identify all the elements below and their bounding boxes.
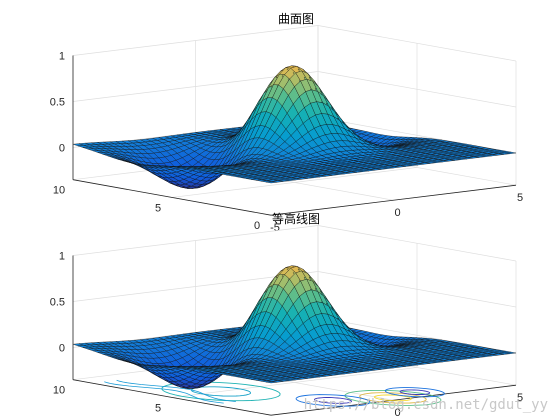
chart-title: 曲面图 bbox=[278, 12, 314, 26]
y-tick-label: 5 bbox=[155, 202, 161, 214]
z-tick-label: 1 bbox=[59, 51, 65, 63]
x-tick-label: 0 bbox=[394, 207, 400, 219]
z-tick-label: 0 bbox=[59, 143, 65, 155]
x-tick-label: -5 bbox=[270, 222, 280, 234]
y-tick-label: 10 bbox=[53, 385, 65, 397]
surface bbox=[72, 265, 517, 389]
chart-title: 等高线图 bbox=[272, 211, 320, 226]
contour-ring bbox=[399, 389, 431, 395]
contour-ring bbox=[344, 389, 442, 406]
contour-ring bbox=[191, 386, 251, 397]
contour-line bbox=[104, 381, 224, 404]
x-axis-line bbox=[270, 384, 517, 416]
y-tick-label: 0 bbox=[254, 220, 260, 232]
y-axis-line bbox=[72, 179, 272, 216]
contour-ring bbox=[374, 394, 412, 402]
contour-ring bbox=[359, 392, 427, 404]
y-tick-label: 5 bbox=[155, 402, 161, 414]
z-tick-label: 0.5 bbox=[50, 97, 65, 109]
watermark: https://blog.csdn.net/gdut_yy bbox=[304, 397, 548, 413]
contour-ring bbox=[295, 394, 371, 407]
x-tick-label: 5 bbox=[517, 192, 523, 204]
z-tick-label: 1 bbox=[59, 251, 65, 263]
contour-ring bbox=[314, 397, 352, 404]
y-axis-line bbox=[72, 379, 272, 416]
chart-panel-1: -5 0 5 0 5 10 0 0.5 1 曲面图 bbox=[50, 12, 523, 234]
x-axis-line bbox=[270, 184, 517, 216]
contour-line bbox=[116, 379, 236, 402]
tick-labels: -5 0 5 0 5 10 0 0.5 1 bbox=[50, 51, 523, 235]
surface-patch bbox=[504, 151, 517, 154]
z-tick-label: 0 bbox=[59, 343, 65, 355]
z-tick-label: 0.5 bbox=[50, 297, 65, 309]
surface bbox=[72, 65, 517, 189]
contour-ring bbox=[384, 387, 445, 398]
y-tick-label: 10 bbox=[53, 185, 65, 197]
